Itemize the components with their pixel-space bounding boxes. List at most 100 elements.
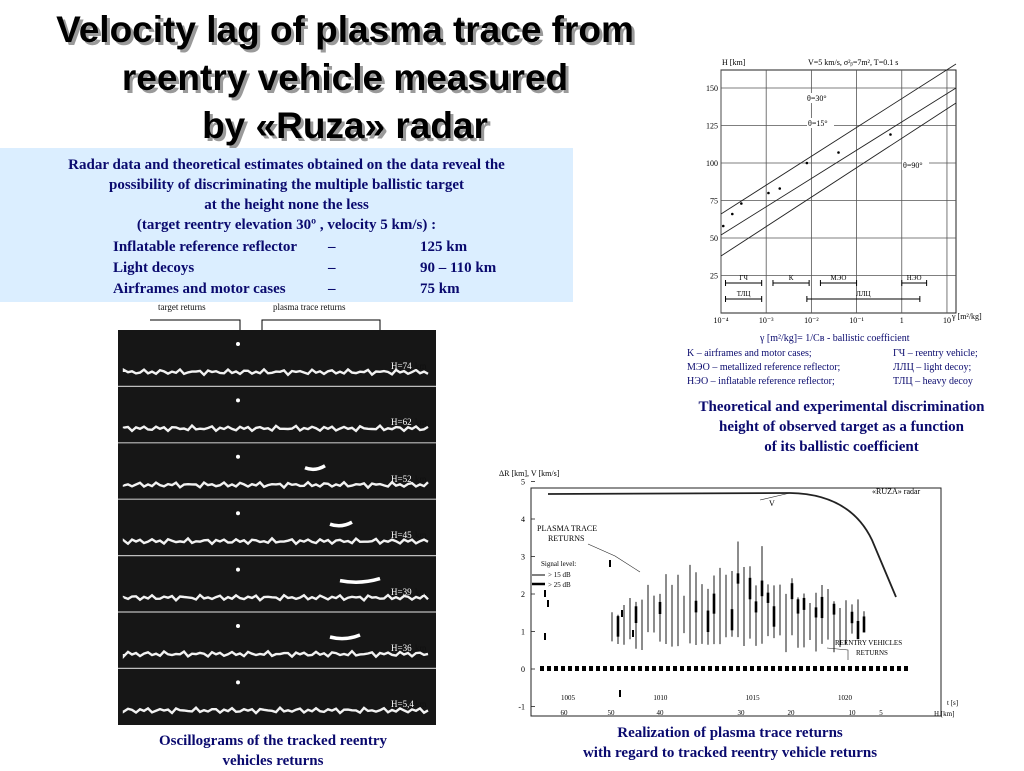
- plasma-label: PLASMA TRACE: [537, 524, 597, 533]
- t-axis-label: t [s]: [947, 699, 958, 707]
- chart2-ytick: 4: [521, 515, 525, 524]
- legend-item: НЭО – inflatable reference reflector;: [687, 376, 835, 387]
- target-return-blip: [236, 680, 240, 685]
- reentry-return-mark: [799, 666, 803, 671]
- reentry-return-mark: [750, 666, 754, 671]
- target-return-blip: [236, 454, 240, 459]
- experimental-point: [805, 161, 809, 165]
- reentry-return-mark: [883, 666, 887, 671]
- reentry-return-mark: [617, 666, 621, 671]
- reentry-return-mark: [827, 666, 831, 671]
- legend-item: ЛЛЦ – light decoy;: [893, 362, 972, 373]
- chart1-xtick: 10⁻¹: [849, 316, 864, 325]
- reentry-return-mark: [638, 666, 642, 671]
- theory-line-label: θ=30°: [807, 94, 827, 103]
- plasma-trace-blip: [304, 464, 326, 472]
- chart2-ylabel: ΔR [km], V [km/s]: [499, 469, 560, 478]
- class-band-label: НЭО: [907, 274, 922, 282]
- legend-item: ГЧ – reentry vehicle;: [893, 348, 978, 359]
- reentry-return-mark: [701, 666, 705, 671]
- chart2-ytick: 5: [521, 478, 525, 487]
- target-returns-label: target returns: [158, 302, 206, 312]
- reentry-return-mark: [610, 666, 614, 671]
- reentry-return-mark: [624, 666, 628, 671]
- chart1-ytick: 100: [706, 159, 718, 168]
- target-return-blip: [236, 511, 240, 516]
- oscillogram-height-label: H=36: [391, 643, 412, 653]
- reentry-return-mark: [687, 666, 691, 671]
- reentry-return-mark: [834, 666, 838, 671]
- class-band-label: К: [789, 274, 794, 282]
- reentry-return-mark: [897, 666, 901, 671]
- oscillogram-unit: km: [415, 699, 427, 710]
- info-intro: Radar data and theoretical estimates obt…: [68, 157, 505, 233]
- chart2-htick: 10: [849, 709, 857, 717]
- chart2-htick: 60: [561, 709, 569, 717]
- chart2-ttick: 1015: [746, 694, 761, 702]
- reentry-return-mark: [855, 666, 859, 671]
- chart2-ttick: 1005: [561, 694, 576, 702]
- theory-line-label: θ=90°: [903, 161, 923, 170]
- reentry-return-mark: [869, 666, 873, 671]
- chart1-params: V=5 km/s, σ²ᵦ=7m², T=0.1 s: [808, 58, 898, 67]
- chart2-htick: 5: [879, 709, 883, 717]
- theory-line: [720, 87, 957, 236]
- reentry-return-mark: [645, 666, 649, 671]
- oscillogram-height-label: H=39: [391, 586, 412, 597]
- legend-item: МЭО – metallized reference reflector;: [687, 362, 841, 373]
- theory-line: [720, 63, 957, 215]
- experimental-point: [778, 187, 782, 190]
- experimental-point: [740, 202, 743, 205]
- chart1-ylabel: H [km]: [722, 58, 746, 67]
- chart2-caption: Realization of plasma trace returns with…: [582, 725, 878, 761]
- legend-item: K – airframes and motor cases;: [687, 348, 812, 359]
- experimental-point: [767, 191, 770, 195]
- chart1-ytick: 25: [710, 272, 718, 281]
- target-return-blip: [236, 624, 240, 628]
- theory-line: [720, 102, 957, 257]
- oscillogram-height-label: H=52: [391, 473, 412, 484]
- plasma-returns-label: plasma trace returns: [273, 302, 346, 312]
- plasma-label: RETURNS: [548, 534, 584, 543]
- reentry-return-mark: [575, 666, 579, 671]
- chart1-xtick: 10: [943, 316, 951, 325]
- oscillogram-trace: [122, 423, 429, 433]
- reentry-return-mark: [764, 666, 768, 671]
- chart2-ytick: -1: [518, 703, 525, 712]
- experimental-point: [730, 212, 734, 216]
- reentry-return-mark: [561, 666, 565, 671]
- chart2-htick: 30: [738, 709, 746, 717]
- chart2-ytick: 1: [521, 628, 525, 637]
- chart1-xlabel: γ [m²/kg]: [951, 312, 982, 321]
- signal-level-15: > 15 dB: [548, 571, 571, 579]
- reentry-return-mark: [631, 666, 635, 671]
- reentry-return-mark: [848, 666, 852, 671]
- chart1-ytick: 150: [706, 84, 718, 93]
- reentry-return-mark: [673, 666, 677, 671]
- chart2-ytick: 2: [521, 590, 525, 599]
- radar-label: «RUZA» radar: [872, 487, 921, 496]
- reentry-return-mark: [554, 666, 558, 671]
- reentry-return-mark: [876, 666, 880, 671]
- signal-level-25: > 25 dB: [548, 581, 571, 589]
- chart1-ytick: 75: [710, 197, 718, 206]
- chart2-ytick: 3: [521, 553, 525, 562]
- legend-item: ТЛЦ – heavy decoy: [893, 376, 973, 387]
- oscillogram-unit: km: [415, 586, 427, 597]
- experimental-point: [721, 224, 725, 228]
- chart1-xtick: 1: [900, 316, 904, 325]
- class-band-label: ЛЛЦ: [856, 290, 871, 298]
- chart1-xtick: 10⁻²: [804, 316, 819, 325]
- h-axis-label: H [km]: [934, 710, 954, 718]
- reentry-return-mark: [736, 666, 740, 671]
- oscillogram-height-label: H=62: [391, 417, 412, 428]
- gamma-definition: γ [m²/kg]= 1/Cв - ballistic coefficient: [760, 333, 910, 344]
- oscillogram-height-label: H=5,4: [391, 699, 414, 710]
- reentry-return-mark: [596, 666, 600, 671]
- target-return-blip: [236, 567, 240, 572]
- chart1-ytick: 50: [710, 234, 718, 243]
- target-return-blip: [236, 342, 240, 346]
- experimental-point: [837, 151, 840, 154]
- reentry-return-mark: [603, 666, 607, 671]
- oscillogram-trace: [122, 367, 429, 377]
